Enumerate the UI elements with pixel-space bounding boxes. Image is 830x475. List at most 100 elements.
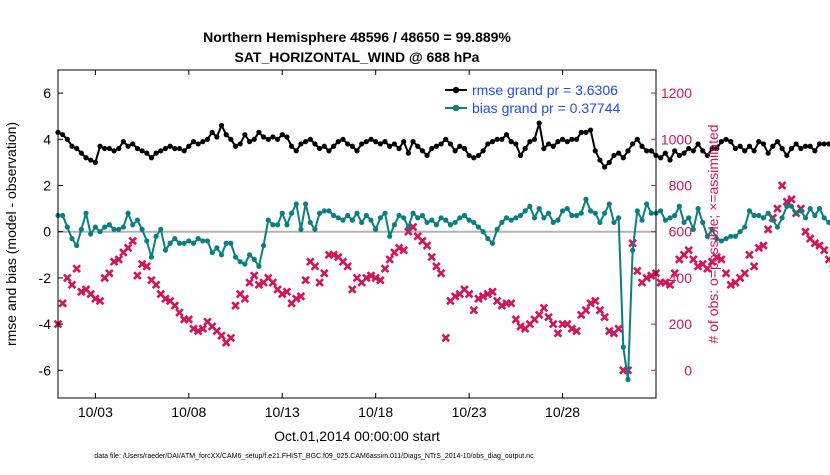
bias-point: [686, 215, 692, 221]
y2-tick-label: 400: [669, 270, 693, 286]
bias-point: [760, 215, 767, 221]
rmse-point: [130, 141, 136, 147]
rmse-point: [186, 143, 192, 149]
rmse-point: [639, 143, 645, 149]
rmse-point: [284, 134, 290, 140]
obs-count-marker: [123, 243, 133, 253]
bias-point: [658, 208, 664, 214]
obs-count-marker-stroke: [156, 289, 166, 299]
bias-point: [195, 236, 201, 242]
bias-point: [784, 203, 790, 209]
obs-count-marker-stroke: [460, 285, 469, 294]
bias-point: [130, 222, 136, 228]
obs-count-marker-stroke: [137, 259, 147, 269]
bias-point: [728, 233, 734, 239]
obs-count-marker: [63, 273, 72, 283]
obs-count-marker: [567, 324, 577, 334]
obs-count-marker-stroke: [422, 241, 432, 250]
bias-point: [298, 226, 304, 232]
bias-point: [625, 376, 631, 383]
rmse-point: [419, 148, 426, 154]
bias-point: [200, 238, 206, 244]
obs-count-marker: [427, 252, 437, 262]
bias-point: [578, 210, 584, 216]
obs-count-marker-stroke: [147, 275, 156, 285]
obs-count-marker-stroke: [600, 312, 609, 322]
obs-count-marker-stroke: [703, 264, 712, 273]
obs-count-marker: [684, 245, 694, 255]
bias-point: [503, 215, 510, 221]
bias-point: [779, 215, 785, 221]
rmse-point: [625, 148, 631, 154]
bias-point: [639, 217, 645, 223]
obs-count-marker: [114, 255, 124, 264]
obs-count-marker-stroke: [754, 243, 764, 253]
obs-count-marker-stroke: [203, 317, 212, 327]
rmse-point: [181, 148, 187, 154]
rmse-point: [78, 150, 84, 156]
obs-count-marker-stroke: [777, 181, 787, 190]
obs-count-marker-stroke: [338, 257, 348, 267]
bias-point: [559, 208, 566, 214]
bias-point: [97, 229, 103, 235]
obs-count-marker-stroke: [175, 308, 184, 317]
bias-point: [190, 240, 197, 246]
bias-point: [92, 224, 98, 230]
obs-count-markers: [53, 181, 830, 375]
legend: rmse grand pr = 3.6306 bias grand pr = 0…: [445, 82, 620, 116]
obs-count-marker: [464, 289, 474, 299]
bias-point: [116, 226, 122, 232]
rmse-point: [634, 136, 640, 142]
obs-count-marker-stroke: [436, 268, 446, 278]
y-tick-label: -4: [39, 316, 52, 332]
obs-count-marker-stroke: [604, 326, 614, 336]
obs-count-marker: [595, 305, 605, 315]
bias-point: [723, 236, 729, 242]
rmse-point: [452, 148, 458, 154]
obs-count-marker: [133, 271, 142, 280]
obs-count-marker-stroke: [193, 326, 203, 336]
bias-point: [293, 201, 299, 207]
obs-count-marker: [151, 280, 161, 290]
rmse-point: [774, 139, 781, 145]
obs-count-marker-stroke: [399, 245, 409, 255]
obs-count-marker: [548, 319, 558, 329]
obs-count-marker-stroke: [319, 268, 329, 278]
x-tick-label: 10/18: [358, 404, 393, 420]
obs-count-marker-stroke: [170, 301, 180, 310]
legend-bias-label: bias grand pr = 0.37744: [472, 100, 620, 116]
rmse-point: [527, 139, 533, 145]
x-tick-label: 10/13: [265, 404, 300, 420]
bias-point: [265, 217, 271, 223]
rmse-point: [728, 139, 734, 145]
obs-count-marker: [348, 285, 357, 294]
obs-count-marker-stroke: [432, 262, 441, 271]
obs-count-marker-stroke: [291, 294, 301, 303]
obs-count-marker-stroke: [212, 326, 222, 336]
x-tick-label: 10/23: [452, 404, 487, 420]
rmse-point: [756, 139, 762, 145]
obs-count-marker-stroke: [394, 243, 404, 253]
obs-count-marker: [245, 278, 254, 287]
rmse-point: [616, 150, 622, 156]
obs-count-marker: [109, 257, 119, 267]
rmse-point: [228, 136, 234, 142]
obs-count-marker: [782, 197, 792, 206]
bias-point: [709, 226, 715, 232]
obs-count-marker-stroke: [534, 310, 544, 320]
bias-point: [74, 242, 80, 249]
obs-count-marker: [310, 262, 320, 271]
y-tick-label: -6: [39, 362, 52, 378]
obs-count-marker: [614, 324, 623, 334]
obs-count-marker: [642, 273, 651, 283]
obs-count-marker-stroke: [548, 319, 558, 329]
obs-count-marker: [58, 298, 67, 308]
bias-point: [616, 215, 622, 221]
rmse-point: [377, 141, 383, 147]
obs-count-marker: [105, 268, 114, 278]
x-axis-label: Oct.01,2014 00:00:00 start: [274, 428, 440, 444]
rmse-point: [718, 139, 725, 145]
obs-count-marker-stroke: [240, 294, 250, 303]
obs-count-marker-stroke: [469, 305, 479, 315]
rmse-point: [545, 141, 552, 147]
